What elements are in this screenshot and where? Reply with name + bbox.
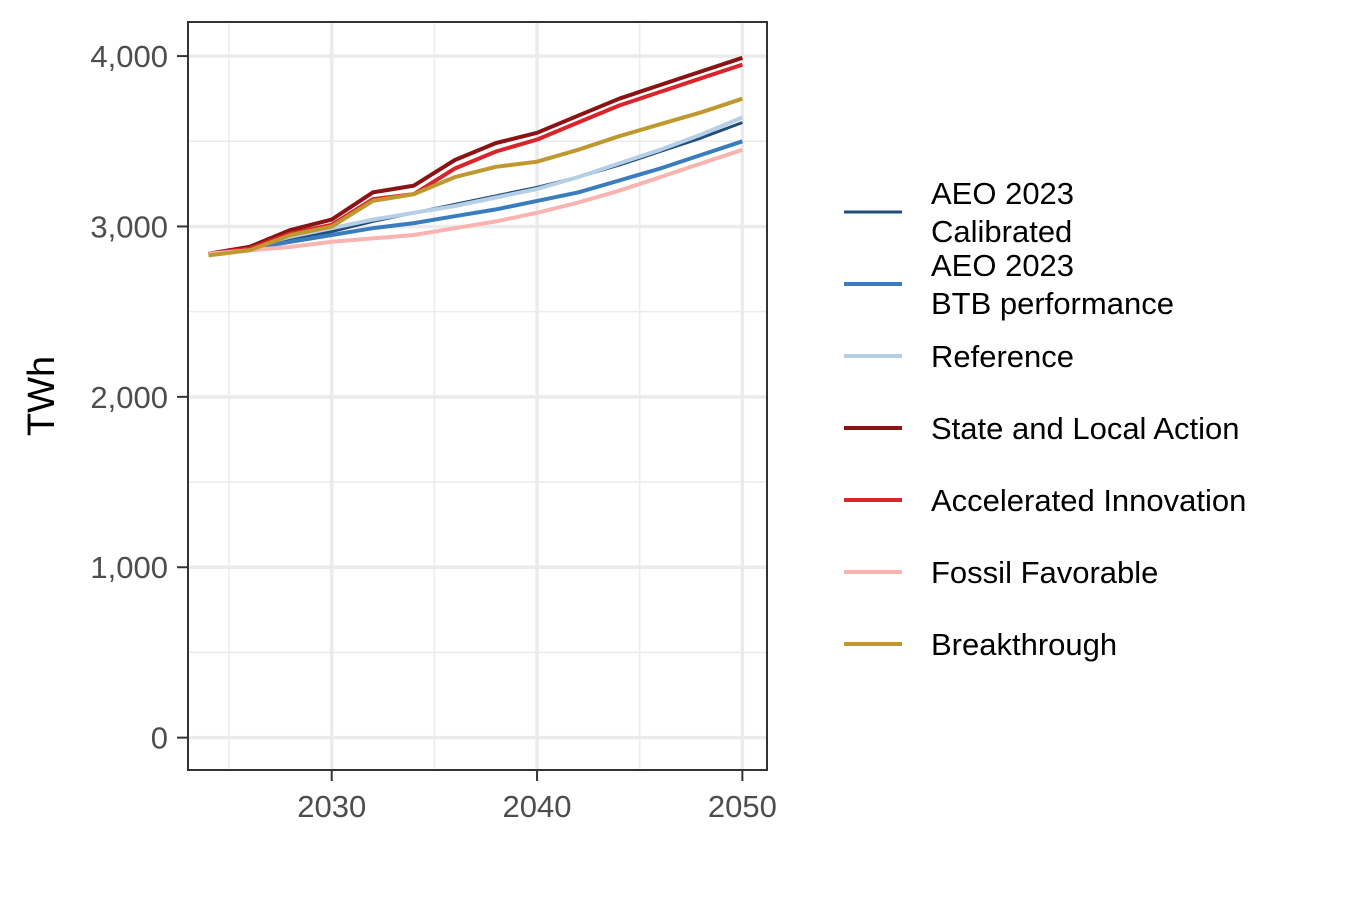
legend-entry: Breakthrough: [844, 627, 1117, 662]
series-line: [208, 55, 744, 256]
legend-label: BTB performance: [931, 286, 1174, 321]
legend-label: Fossil Favorable: [931, 555, 1158, 590]
legend-label: Calibrated: [931, 214, 1072, 249]
legend-label: State and Local Action: [931, 411, 1240, 446]
series-line: [208, 139, 744, 256]
x-tick-label: 2040: [503, 789, 572, 824]
legend-label: Accelerated Innovation: [931, 483, 1246, 518]
series-lines: [208, 55, 744, 258]
legend-label: Breakthrough: [931, 627, 1117, 662]
legend-entry: Accelerated Innovation: [844, 483, 1246, 518]
legend-label: Reference: [931, 339, 1074, 374]
series-line: [208, 147, 744, 256]
y-tick-label: 2,000: [90, 380, 168, 415]
legend-label: AEO 2023: [931, 248, 1074, 283]
y-tick-label: 1,000: [90, 550, 168, 585]
x-tick-label: 2030: [297, 789, 366, 824]
legend-label: AEO 2023: [931, 176, 1074, 211]
grid-lines: [188, 22, 767, 770]
series-line: [208, 96, 744, 258]
y-axis-title: TWh: [21, 356, 63, 436]
x-tick-label: 2050: [708, 789, 777, 824]
legend-entry: Reference: [844, 339, 1074, 374]
y-tick-label: 3,000: [90, 209, 168, 244]
legend-entry: Fossil Favorable: [844, 555, 1158, 590]
y-tick-label: 0: [151, 721, 168, 756]
axes: 0 1,000 2,000 3,000 4,000 2030 2040 2050: [90, 39, 776, 824]
y-tick-label: 4,000: [90, 39, 168, 74]
legend-entry: State and Local Action: [844, 411, 1240, 446]
